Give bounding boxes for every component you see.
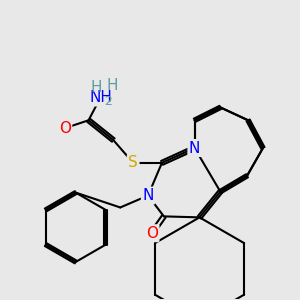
Text: N: N (142, 188, 154, 203)
Text: O: O (146, 226, 158, 241)
Text: N: N (189, 140, 200, 155)
Text: NH: NH (89, 90, 112, 105)
Text: S: S (128, 155, 138, 170)
Text: H: H (106, 77, 118, 92)
Text: H: H (90, 80, 102, 94)
Text: O: O (59, 121, 71, 136)
Text: 2: 2 (105, 94, 112, 108)
